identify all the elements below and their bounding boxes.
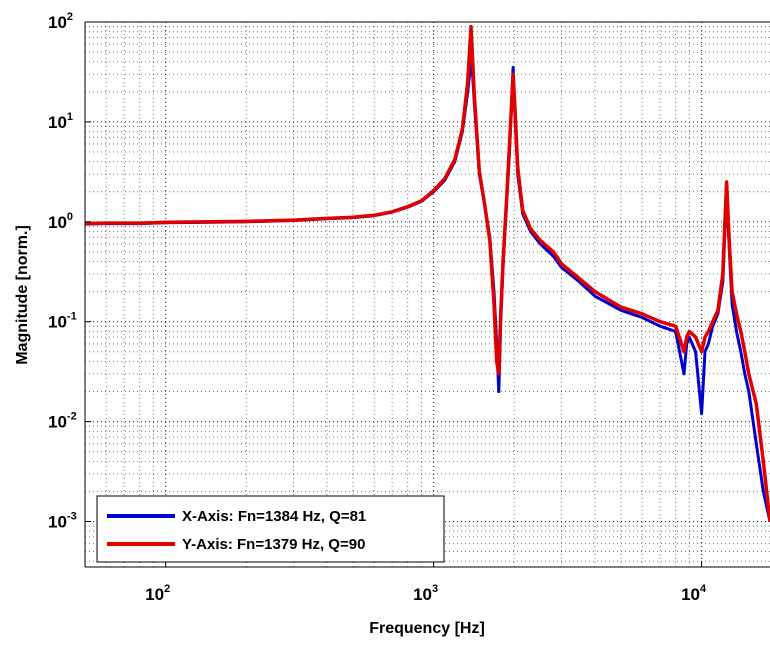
tick-labels: 102 103 104 102 101 100 10-1 10-2 10-3 — [48, 11, 707, 604]
legend-box — [96, 495, 445, 563]
legend-label-x-axis: X-Axis: Fn=1384 Hz, Q=81 — [182, 508, 366, 525]
y-tick-label: 10-2 — [48, 411, 77, 432]
x-tick-label: 103 — [413, 583, 438, 604]
x-tick-label: 104 — [681, 583, 707, 604]
y-axis-label: Magnitude [norm.] — [14, 225, 31, 365]
y-tick-label: 100 — [48, 211, 73, 232]
series-layer — [84, 24, 770, 522]
x-tick-label: 102 — [145, 583, 170, 604]
x-axis-label: Frequency [Hz] — [369, 620, 485, 637]
y-tick-label: 10-1 — [48, 311, 77, 332]
y-tick-label: 102 — [48, 11, 73, 32]
y-tick-label: 101 — [48, 111, 73, 132]
legend: X-Axis: Fn=1384 Hz, Q=81 Y-Axis: Fn=1379… — [96, 495, 445, 563]
series-line-y-axis — [84, 24, 770, 522]
plot-background — [85, 22, 770, 567]
y-tick-label: 10-3 — [48, 510, 77, 531]
legend-label-y-axis: Y-Axis: Fn=1379 Hz, Q=90 — [182, 536, 365, 553]
